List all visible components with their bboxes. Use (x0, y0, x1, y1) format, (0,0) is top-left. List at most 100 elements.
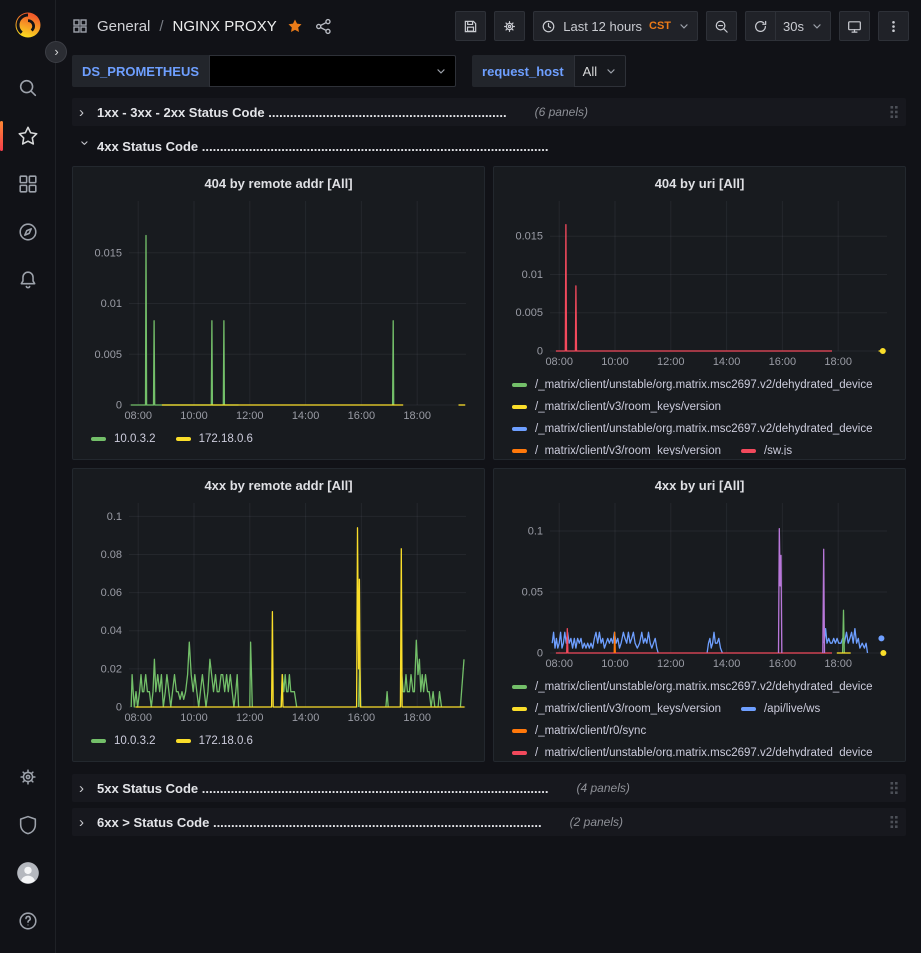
chevron-right-icon: › (79, 779, 84, 797)
legend-item[interactable]: /_matrix/client/unstable/org.matrix.msc2… (512, 681, 873, 693)
legend-label: /_matrix/client/unstable/org.matrix.msc2… (535, 423, 873, 435)
panel-4xx-by-uri: 4xx by uri [All] 08:00 10:00 12:00 14:00 16:… (493, 468, 906, 762)
legend-row: 10.0.3.2 172.18.0.6 (91, 428, 472, 450)
legend-item[interactable]: 10.0.3.2 (91, 735, 156, 747)
svg-text:14:00: 14:00 (713, 658, 741, 670)
legend-item[interactable]: /_matrix/client/v3/room_keys/version (512, 703, 721, 715)
breadcrumb-separator: / (159, 17, 164, 35)
row-4xx[interactable]: › 4xx Status Code ......................… (72, 132, 906, 160)
legend-row: /_matrix/client/v3/room_keys/version/sw.… (512, 440, 893, 455)
legend-swatch (512, 707, 527, 711)
drag-handle-icon[interactable] (889, 781, 899, 795)
legend-label: /_matrix/client/v3/room_keys/version (535, 703, 721, 715)
timeseries-plot[interactable]: 08:00 10:00 12:00 14:00 16:00 18:00 0 0.005 0.01… (83, 195, 474, 423)
time-range-picker[interactable]: Last 12 hours CST (533, 11, 699, 41)
dashboard-settings-button[interactable] (494, 11, 526, 41)
save-dashboard-button[interactable] (455, 11, 487, 41)
legend-item[interactable]: 172.18.0.6 (175, 735, 253, 747)
variable-value: All (582, 63, 598, 79)
tv-mode-button[interactable] (839, 11, 870, 41)
legend-label: /sw.js (763, 445, 793, 455)
variables-submenu: DS_PROMETHEUS request_host All (56, 52, 921, 96)
svg-text:14:00: 14:00 (713, 356, 741, 368)
request-host-select[interactable]: All (573, 55, 627, 87)
legend-item[interactable]: 10.0.3.2 (91, 433, 156, 445)
sidebar-item-alerting-bell-icon[interactable] (6, 262, 50, 298)
favorite-star-icon[interactable] (285, 16, 305, 36)
legend-item[interactable]: /_matrix/client/v3/room_keys/version (512, 401, 721, 413)
legend-item[interactable]: /_matrix/client/unstable/org.matrix.msc2… (512, 423, 873, 435)
legend-swatch (740, 707, 756, 711)
avatar[interactable] (6, 855, 50, 891)
svg-text:08:00: 08:00 (545, 356, 573, 368)
help-icon[interactable] (6, 903, 50, 939)
row-title: 4xx Status Code ........................… (97, 138, 549, 154)
ds-prometheus-select[interactable] (209, 55, 457, 87)
panel-legend: /_matrix/client/unstable/org.matrix.msc2… (504, 369, 895, 455)
drag-handle-icon[interactable] (889, 815, 899, 829)
legend-item[interactable]: /sw.js (740, 445, 793, 455)
kebab-icon (892, 20, 895, 32)
legend-swatch (512, 383, 527, 387)
refresh-button[interactable] (745, 11, 777, 41)
legend-item[interactable]: /_matrix/client/v3/room_keys/version (512, 445, 721, 455)
page-title[interactable]: NGINX PROXY (172, 17, 277, 35)
drag-handle-icon[interactable] (889, 105, 899, 119)
chart-4xx-by-remote-addr[interactable]: 08:00 10:00 12:00 14:00 16:00 18:00 0 0.02 0.04 0… (83, 497, 474, 725)
chevron-down-icon (678, 20, 690, 32)
variable-label: request_host (472, 55, 574, 87)
legend-item[interactable]: 172.18.0.6 (175, 433, 253, 445)
refresh-interval-dropdown[interactable]: 30s (775, 11, 831, 41)
svg-text:12:00: 12:00 (236, 712, 264, 724)
share-icon[interactable] (313, 16, 334, 37)
row-panel-count: (2 panels) (569, 815, 624, 829)
legend-item[interactable]: /_matrix/client/unstable/org.matrix.msc2… (512, 379, 873, 391)
chart-4xx-by-uri[interactable]: 08:00 10:00 12:00 14:00 16:00 18:00 0 0.05 0.1 (504, 497, 895, 671)
svg-text:14:00: 14:00 (292, 410, 320, 422)
kebab-menu-button[interactable] (878, 11, 909, 41)
svg-text:10:00: 10:00 (180, 712, 208, 724)
legend-label: /_matrix/client/unstable/org.matrix.msc2… (535, 681, 873, 693)
panel-404-by-uri: 404 by uri [All] 08:00 10:00 12:00 14:00 16:… (493, 166, 906, 460)
row-5xx[interactable]: › 5xx Status Code ......................… (72, 774, 906, 802)
grafana-logo-icon[interactable] (13, 10, 43, 40)
sidebar-item-explore-compass-icon[interactable] (6, 214, 50, 250)
panel-title[interactable]: 4xx by uri [All] (654, 477, 745, 493)
timeseries-plot[interactable]: 08:00 10:00 12:00 14:00 16:00 18:00 0 0.005 0.01… (504, 195, 895, 369)
legend-swatch (512, 685, 527, 689)
breadcrumb-section[interactable]: General (97, 17, 151, 35)
legend-item[interactable]: /_matrix/client/unstable/org.matrix.msc2… (512, 747, 873, 757)
sidebar-item-starred[interactable] (0, 118, 50, 154)
legend-item[interactable]: /api/live/ws (740, 703, 820, 715)
timeseries-plot[interactable]: 08:00 10:00 12:00 14:00 16:00 18:00 0 0.05 0.1 (504, 497, 895, 671)
row-panel-count: (4 panels) (576, 781, 630, 795)
panel-grid: 404 by remote addr [All] 08:00 10:00 12:00… (72, 166, 906, 762)
svg-text:0.01: 0.01 (522, 269, 543, 281)
timeseries-plot[interactable]: 08:00 10:00 12:00 14:00 16:00 18:00 0 0.02 0.04 0… (83, 497, 474, 725)
chart-404-by-remote-addr[interactable]: 08:00 10:00 12:00 14:00 16:00 18:00 0 0.005 0.01… (83, 195, 474, 423)
shield-icon[interactable] (6, 807, 50, 843)
chart-404-by-uri[interactable]: 08:00 10:00 12:00 14:00 16:00 18:00 0 0.005 0.01… (504, 195, 895, 369)
row-title: 6xx > Status Code ......................… (97, 814, 542, 830)
panel-title[interactable]: 4xx by remote addr [All] (204, 477, 353, 493)
panel-title[interactable]: 404 by remote addr [All] (204, 175, 353, 191)
svg-text:0.1: 0.1 (528, 526, 543, 538)
svg-text:08:00: 08:00 (545, 658, 573, 670)
refresh-interval-label: 30s (783, 18, 804, 34)
svg-text:0.08: 0.08 (101, 549, 122, 561)
gear-icon[interactable] (6, 759, 50, 795)
search-icon[interactable] (6, 70, 50, 106)
panel-title[interactable]: 404 by uri [All] (654, 175, 745, 191)
zoom-out-button[interactable] (706, 11, 738, 41)
row-6xx[interactable]: › 6xx > Status Code ....................… (72, 808, 906, 836)
legend-item[interactable]: /_matrix/client/r0/sync (512, 725, 646, 737)
legend-label: /_matrix/client/v3/room_keys/version (535, 445, 721, 455)
expand-sidebar-button[interactable]: › (45, 41, 67, 63)
row-1xx-3xx-2xx[interactable]: › 1xx - 3xx - 2xx Status Code ..........… (72, 98, 906, 126)
panel-404-by-remote-addr: 404 by remote addr [All] 08:00 10:00 12:00… (72, 166, 485, 460)
sidebar-item-dashboards[interactable] (6, 166, 50, 202)
legend-row: /_matrix/client/r0/sync (512, 720, 893, 742)
panel-legend: /_matrix/client/unstable/org.matrix.msc2… (504, 671, 895, 757)
svg-text:12:00: 12:00 (236, 410, 264, 422)
